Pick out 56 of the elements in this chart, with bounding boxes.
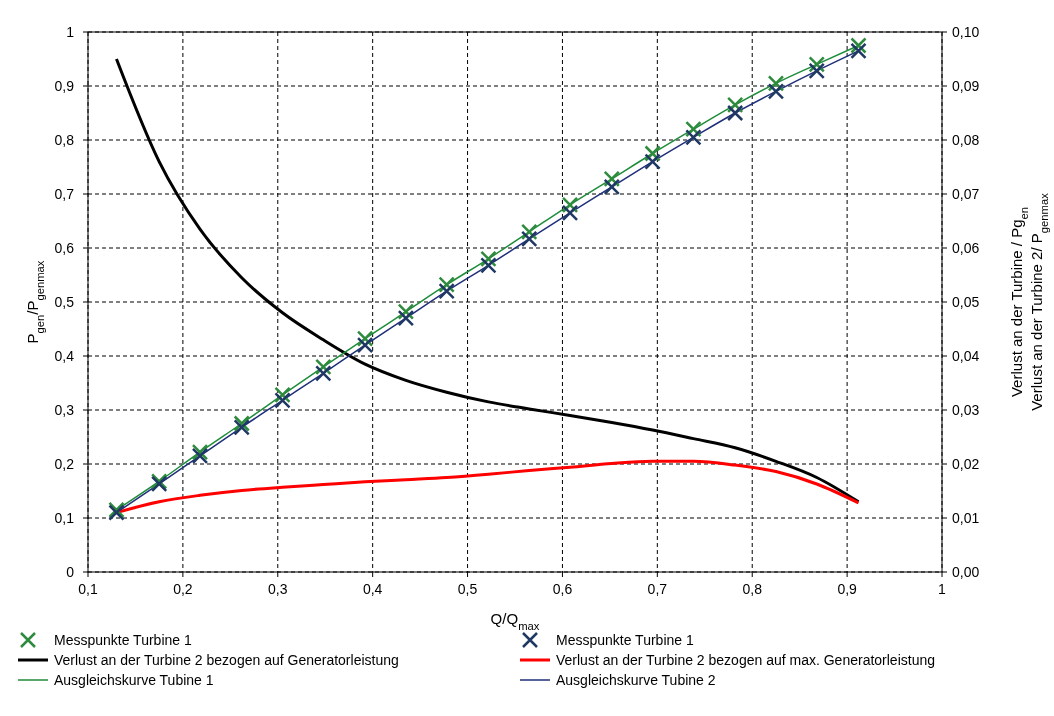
y2-tick-label: 0,08: [952, 132, 980, 148]
point: [397, 309, 415, 327]
y-tick-label: 0,3: [54, 402, 75, 418]
x-axis-title: Q/Q$_{max}$: [490, 610, 540, 632]
x-tick-label: 0,3: [268, 581, 288, 597]
point: [315, 365, 332, 382]
point: [726, 104, 744, 122]
y2-tick-label: 0,00: [952, 564, 980, 580]
point: [356, 336, 374, 354]
legend-label: Verlust an der Turbine 2 bezogen auf Generatorleistung: [54, 652, 399, 668]
y2-tick-label: 0,02: [952, 456, 980, 472]
legend-label: Messpunkte Turbine 1: [54, 632, 192, 648]
y2-tick-label: 0,06: [952, 240, 980, 256]
x-tick-label: 0,1: [78, 581, 98, 597]
y-tick-label: 0,5: [54, 294, 75, 310]
y2-tick-label: 0,09: [952, 78, 980, 94]
y2-tick-label: 0,10: [952, 24, 980, 40]
y-tick-label: 0,7: [54, 186, 75, 202]
x-tick-label: 0,2: [173, 581, 193, 597]
y-tick-label: 0,9: [54, 78, 75, 94]
x-tick-label: 0,4: [362, 581, 383, 597]
point: [850, 42, 867, 60]
y-tick-label: 0,6: [54, 240, 75, 256]
y2-tick-label: 0,01: [952, 510, 980, 526]
point: [685, 129, 702, 146]
point: [520, 230, 538, 248]
y-tick-label: 0,1: [54, 510, 75, 526]
legend-label: Ausgleichskurve Tubine 1: [54, 672, 214, 688]
point: [480, 257, 497, 274]
y-tick-label: 1: [66, 24, 75, 40]
legend-label: Verlust an der Turbine 2 bezogen auf max. Generatorleistung: [556, 652, 936, 668]
point: [644, 153, 661, 170]
y-tick-label: 0,2: [54, 456, 75, 472]
y2-tick-label: 0,05: [952, 294, 980, 310]
y-tick-label: 0: [66, 564, 75, 580]
x-tick-label: 0,5: [457, 581, 478, 597]
y-tick-label: 0,8: [54, 132, 75, 148]
x-tick-label: 0,8: [742, 581, 763, 597]
y2-tick-label: 0,07: [952, 186, 980, 202]
legend-label: Messpunkte Turbine 1: [556, 632, 694, 648]
point: [808, 62, 825, 80]
point: [603, 178, 621, 196]
x-tick-label: 1: [938, 581, 947, 597]
y-tick-label: 0,4: [54, 348, 75, 364]
point: [233, 419, 250, 436]
point: [438, 282, 455, 300]
x-tick-label: 0,9: [837, 581, 858, 597]
x-tick-label: 0,7: [647, 581, 668, 597]
y2-tick-label: 0,03: [952, 402, 980, 418]
x-tick-label: 0,6: [552, 581, 573, 597]
point: [561, 204, 579, 222]
y2-tick-label: 0,04: [952, 348, 980, 364]
legend-label: Ausgleichskurve Tubine 2: [556, 672, 716, 688]
point: [191, 447, 209, 465]
point: [274, 392, 291, 409]
point: [767, 83, 785, 100]
